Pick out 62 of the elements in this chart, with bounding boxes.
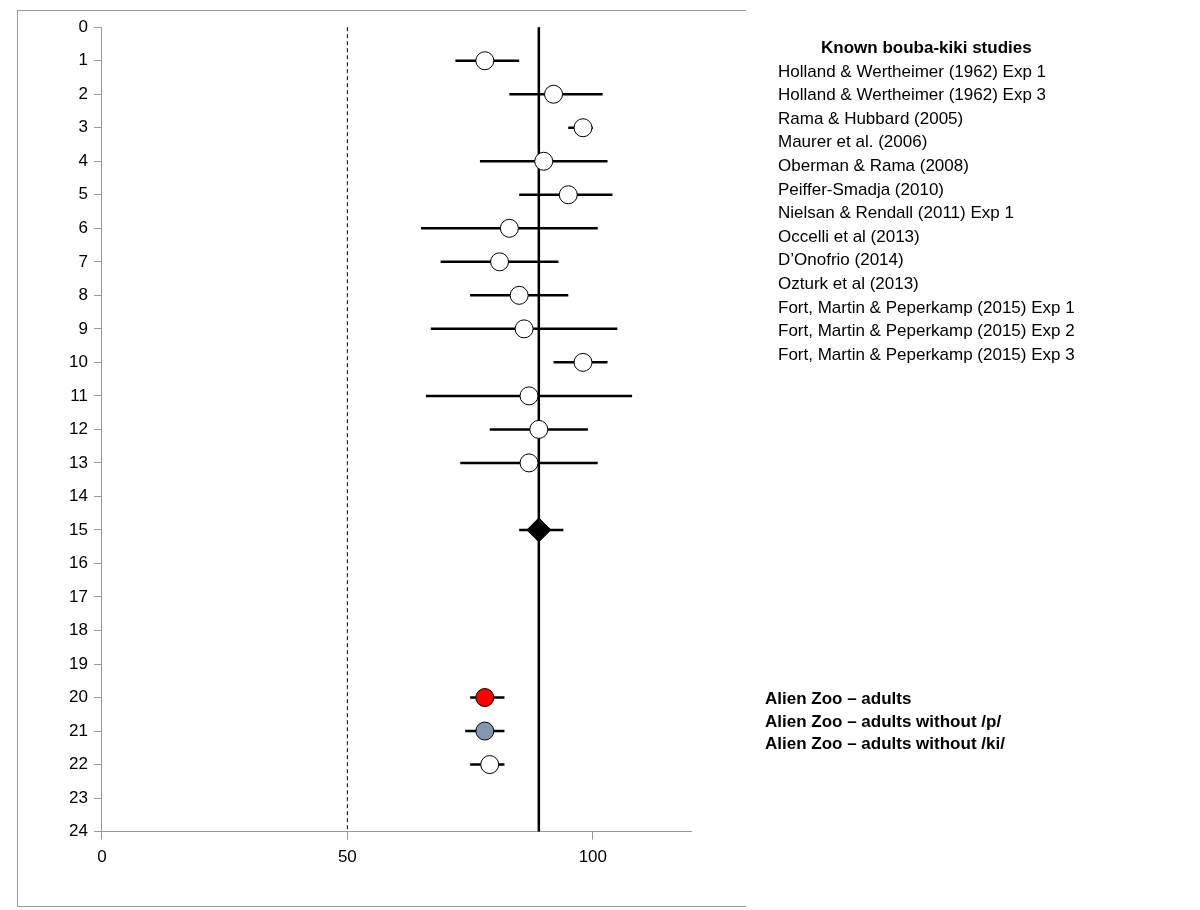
point bbox=[529, 419, 549, 439]
y-tick-label: 8 bbox=[78, 285, 88, 305]
y-tick-label: 7 bbox=[78, 251, 88, 271]
point bbox=[490, 252, 510, 272]
y-tick-label: 5 bbox=[78, 184, 88, 204]
point bbox=[558, 185, 578, 205]
x-tick-label: 50 bbox=[337, 847, 357, 867]
point bbox=[475, 51, 495, 71]
y-tick-label: 19 bbox=[68, 653, 88, 673]
x-tick-label: 100 bbox=[578, 847, 608, 867]
y-tick-label: 0 bbox=[78, 16, 88, 36]
y-tick-label: 6 bbox=[78, 217, 88, 237]
y-tick-label: 24 bbox=[68, 821, 88, 841]
text: Rama & Hubbard (2005) bbox=[778, 107, 965, 130]
y-tick-label: 22 bbox=[68, 754, 88, 774]
text: Alien Zoo – adults without /ki/ bbox=[765, 733, 1005, 755]
point bbox=[534, 151, 554, 171]
point bbox=[573, 118, 593, 138]
y-tick-label: 16 bbox=[68, 553, 88, 573]
point bbox=[475, 688, 495, 708]
y-tick-label: 2 bbox=[78, 83, 88, 103]
point bbox=[573, 352, 593, 372]
text: D’Onofrio (2014) bbox=[778, 249, 905, 272]
point bbox=[475, 721, 495, 741]
y-tick-label: 4 bbox=[78, 150, 88, 170]
point bbox=[526, 517, 552, 543]
text: Fort, Martin & Peperkamp (2015) Exp 1 bbox=[778, 296, 1075, 319]
text: Known bouba-kiki studies bbox=[820, 37, 1033, 59]
y-tick-label: 12 bbox=[68, 419, 88, 439]
y-tick-label: 18 bbox=[68, 620, 88, 640]
x-tick-label: 0 bbox=[97, 847, 107, 867]
text: Fort, Martin & Peperkamp (2015) Exp 2 bbox=[778, 320, 1075, 343]
y-tick-label: 15 bbox=[68, 519, 88, 539]
y-tick-label: 17 bbox=[68, 586, 88, 606]
y-tick-label: 23 bbox=[68, 787, 88, 807]
y-tick-label: 13 bbox=[68, 452, 88, 472]
text: Holland & Wertheimer (1962) Exp 1 bbox=[778, 60, 1048, 83]
text: Maurer et al. (2006) bbox=[778, 131, 929, 154]
text: Occelli et al (2013) bbox=[778, 225, 921, 248]
text: Ozturk et al (2013) bbox=[778, 272, 920, 295]
point bbox=[514, 319, 534, 339]
point bbox=[519, 386, 539, 406]
text: Alien Zoo – adults without /p/ bbox=[765, 710, 1003, 733]
text: Oberman & Rama (2008) bbox=[778, 154, 970, 177]
point bbox=[499, 218, 519, 238]
point bbox=[480, 755, 500, 775]
y-tick-label: 3 bbox=[78, 117, 88, 137]
text: Alien Zoo – adults bbox=[765, 688, 913, 710]
y-tick-label: 11 bbox=[70, 385, 88, 405]
point bbox=[509, 285, 529, 305]
point bbox=[544, 84, 564, 104]
point bbox=[519, 453, 539, 473]
text: Peiffer-Smadja (2010) bbox=[778, 178, 945, 201]
y-tick-label: 14 bbox=[68, 486, 88, 506]
y-tick-label: 20 bbox=[68, 687, 88, 707]
y-tick-label: 21 bbox=[68, 720, 88, 740]
text: Holland & Wertheimer (1962) Exp 3 bbox=[778, 84, 1048, 107]
text: Nielsan & Rendall (2011) Exp 1 bbox=[778, 202, 1015, 225]
y-tick-label: 10 bbox=[68, 352, 88, 372]
y-tick-label: 9 bbox=[78, 318, 88, 338]
y-tick-label: 1 bbox=[78, 50, 88, 70]
text: Fort, Martin & Peperkamp (2015) Exp 3 bbox=[778, 343, 1075, 366]
